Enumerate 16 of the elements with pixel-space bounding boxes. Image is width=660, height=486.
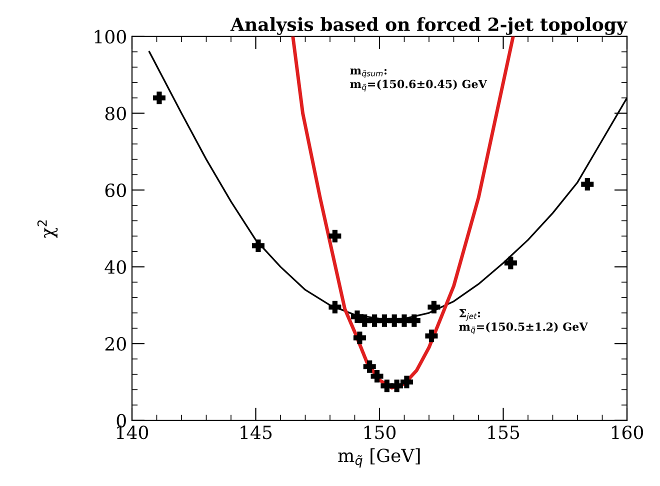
x-tick-label: 150 <box>364 426 396 440</box>
annotation: Σ$_{jet}$: m$_{q̃}$=(150.5±1.2) GeV <box>459 309 588 334</box>
text: m$_{q̃sum}$: m$_{q̃}$=(150.6±0.45) GeV <box>350 68 488 92</box>
x-tick-label: 140 <box>116 426 148 440</box>
y-tick-label: 80 <box>105 106 126 120</box>
y-axis-title: χ$^{2}$ <box>37 220 58 238</box>
x-tick-label: 160 <box>612 426 644 440</box>
y-tick-label: 60 <box>105 183 126 198</box>
x-axis-title: m$_{q̃}$ [GeV] <box>338 448 420 468</box>
x-tick-label: 155 <box>488 426 520 440</box>
y-tick-label: 40 <box>104 260 126 274</box>
chart-title: Analysis based on forced 2-jet topology <box>230 17 628 35</box>
x-tick-label: 145 <box>240 426 272 440</box>
y-tick-label: 100 <box>94 30 126 44</box>
y-tick-label: 20 <box>105 337 126 351</box>
y-tick-label: 0 <box>116 414 126 428</box>
